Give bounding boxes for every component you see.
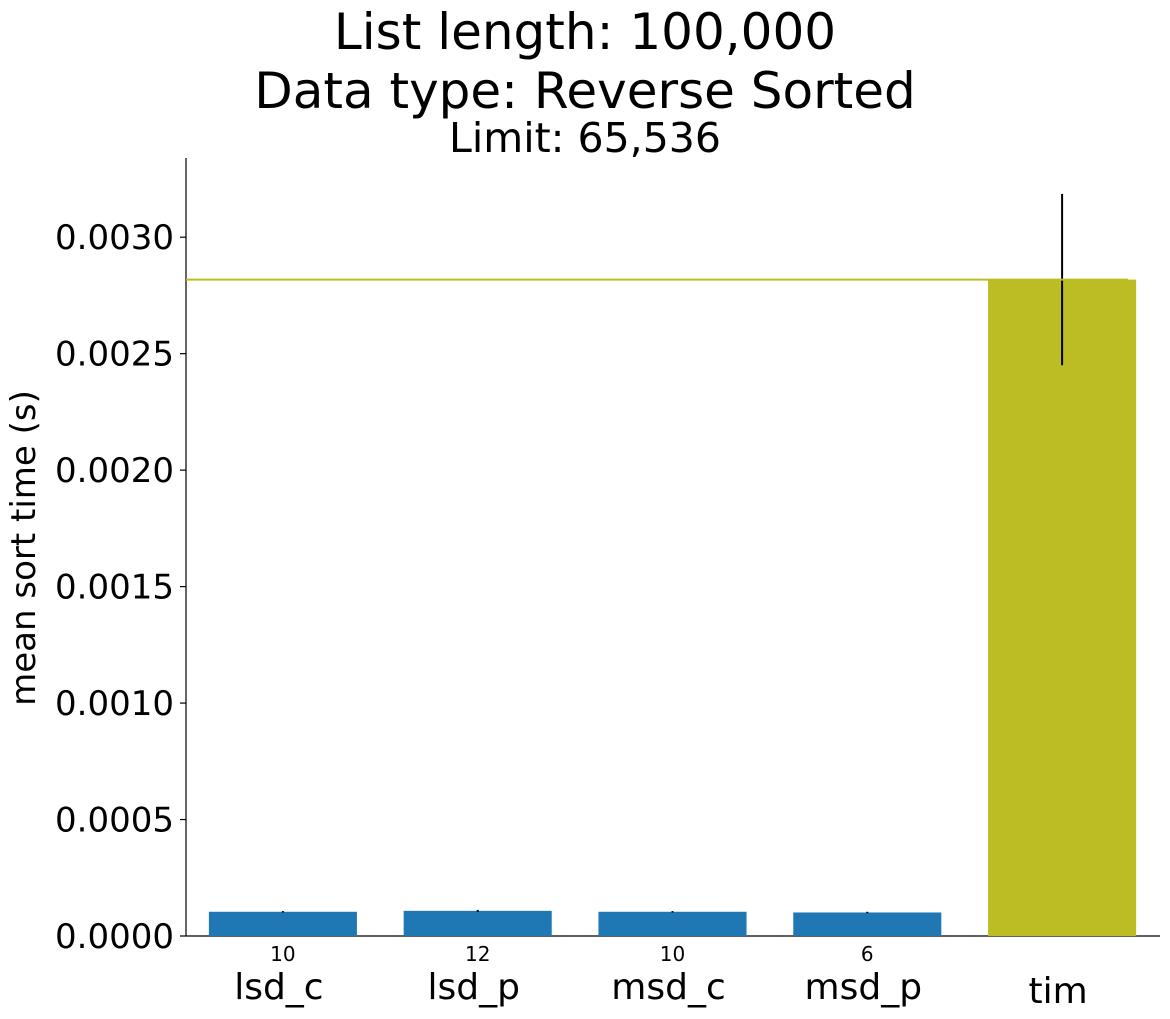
- x-tick-label-lsd_p: lsd_p: [427, 967, 519, 1008]
- bar-msd_p: [793, 912, 942, 936]
- bar-count-label: 10: [660, 942, 685, 966]
- y-tick-label: 0.0020: [55, 451, 174, 491]
- y-tick-label: 0.0005: [55, 801, 174, 841]
- bar-msd_c: [598, 911, 747, 936]
- x-tick-label-tim: tim: [1029, 971, 1088, 1012]
- bar-count-label: 6: [861, 942, 874, 966]
- x-tick-label-lsd_c: lsd_c: [234, 967, 323, 1008]
- bar-count-label: 10: [270, 942, 295, 966]
- y-tick-label: 0.0025: [55, 335, 174, 375]
- bar-lsd_c: [208, 911, 357, 936]
- x-tick-label-msd_p: msd_p: [805, 967, 923, 1008]
- bar-lsd_p: [403, 910, 552, 936]
- y-tick-label: 0.0030: [55, 218, 174, 258]
- bar-count-label: 12: [465, 942, 490, 966]
- y-tick-label: 0.0015: [55, 568, 174, 608]
- x-tick-label-msd_c: msd_c: [611, 967, 725, 1008]
- chart-title-line-1: List length: 100,000: [333, 3, 837, 61]
- axes: 0.0000 0.0005 0.0010 0.0015 0.0020 0.0025 0.00…: [55, 158, 1160, 957]
- bar-tim: [988, 279, 1137, 936]
- chart-title-line-2: Data type: Reverse Sorted: [254, 62, 916, 120]
- y-tick-label: 0.0000: [55, 917, 174, 957]
- chart-subtitle: Limit: 65,536: [449, 114, 721, 162]
- bars: [186, 193, 1137, 936]
- y-tick-label: 0.0010: [55, 684, 174, 724]
- y-axis-label: mean sort time (s): [4, 390, 44, 706]
